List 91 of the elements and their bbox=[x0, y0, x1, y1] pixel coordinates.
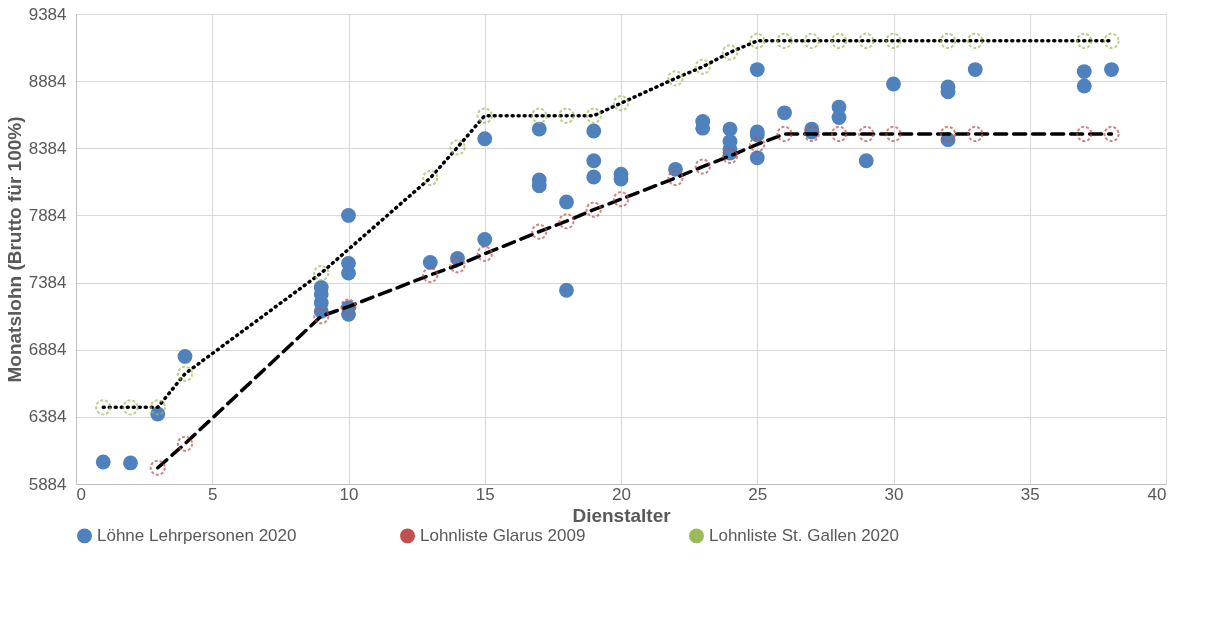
point bbox=[558, 107, 575, 124]
point bbox=[176, 435, 194, 452]
y-axis-title: Monatslohn (Brutto für 100%) bbox=[3, 116, 25, 383]
point bbox=[531, 223, 548, 240]
point bbox=[749, 136, 766, 153]
point bbox=[341, 208, 356, 223]
point bbox=[939, 125, 957, 142]
point bbox=[777, 105, 792, 121]
y-tick-label: 7384 bbox=[28, 273, 67, 293]
point bbox=[886, 76, 901, 92]
point bbox=[558, 213, 575, 230]
point bbox=[123, 455, 138, 471]
point bbox=[967, 62, 983, 77]
point bbox=[1076, 125, 1093, 142]
point bbox=[122, 399, 139, 416]
x-tick-label: 5 bbox=[208, 484, 218, 504]
point bbox=[1103, 125, 1120, 142]
point bbox=[422, 169, 439, 187]
x-tick-label: 0 bbox=[76, 484, 86, 504]
legend-label: Löhne Lehrpersonen 2020 bbox=[97, 525, 297, 545]
point bbox=[885, 32, 902, 49]
point bbox=[667, 169, 684, 187]
point bbox=[776, 32, 793, 49]
point bbox=[95, 399, 112, 416]
point bbox=[1076, 64, 1092, 80]
point bbox=[559, 194, 574, 210]
x-tick-label: 25 bbox=[748, 484, 768, 504]
point bbox=[694, 58, 711, 75]
point bbox=[858, 153, 874, 169]
y-tick-label: 6884 bbox=[28, 340, 67, 360]
y-tick-label: 8884 bbox=[28, 71, 67, 91]
y-tick-label: 6384 bbox=[28, 407, 67, 427]
point bbox=[422, 255, 438, 270]
point bbox=[1076, 78, 1092, 94]
x-axis-title: Dienstalter bbox=[572, 504, 672, 526]
x-tick-label: 35 bbox=[1020, 484, 1040, 504]
point bbox=[149, 459, 166, 476]
y-tick-label: 7884 bbox=[28, 205, 67, 225]
point bbox=[313, 308, 330, 325]
point bbox=[858, 32, 875, 49]
point bbox=[477, 131, 493, 147]
point bbox=[586, 169, 602, 185]
point bbox=[313, 264, 330, 282]
point bbox=[830, 32, 848, 49]
point bbox=[885, 125, 902, 142]
y-tick-label: 9384 bbox=[28, 4, 67, 24]
point bbox=[667, 70, 684, 87]
x-tick-label: 40 bbox=[1147, 484, 1167, 504]
point bbox=[476, 107, 493, 124]
point bbox=[585, 201, 602, 218]
point bbox=[694, 158, 711, 175]
point bbox=[586, 153, 602, 169]
point bbox=[95, 454, 111, 470]
y-tick-label: 5884 bbox=[28, 474, 67, 494]
point bbox=[612, 191, 630, 208]
legend-label: Lohnliste St. Gallen 2020 bbox=[709, 525, 899, 545]
point bbox=[149, 399, 166, 416]
point bbox=[477, 232, 493, 247]
point bbox=[586, 123, 602, 139]
point bbox=[749, 32, 766, 49]
point bbox=[721, 44, 739, 61]
point bbox=[967, 125, 984, 142]
point bbox=[449, 139, 466, 156]
point bbox=[177, 349, 193, 364]
x-tick-label: 10 bbox=[339, 484, 359, 504]
point bbox=[531, 121, 547, 137]
point bbox=[858, 125, 875, 142]
point bbox=[559, 282, 574, 298]
point bbox=[749, 62, 765, 77]
point bbox=[831, 110, 847, 125]
point bbox=[803, 32, 820, 49]
point bbox=[1076, 32, 1093, 49]
x-tick-label: 30 bbox=[884, 484, 904, 504]
point bbox=[749, 150, 765, 166]
point bbox=[476, 245, 493, 262]
point bbox=[176, 365, 194, 382]
point bbox=[422, 266, 439, 283]
point bbox=[612, 95, 630, 112]
point bbox=[449, 257, 466, 274]
point bbox=[531, 107, 548, 124]
x-tick-label: 15 bbox=[475, 484, 495, 504]
y-tick-label: 8384 bbox=[28, 138, 67, 158]
point bbox=[967, 32, 984, 49]
legend-label: Lohnliste Glarus 2009 bbox=[420, 525, 586, 545]
point bbox=[939, 32, 957, 49]
point bbox=[1103, 32, 1120, 49]
point bbox=[1104, 62, 1119, 77]
point bbox=[776, 125, 793, 142]
x-tick-label: 20 bbox=[612, 484, 631, 504]
point bbox=[585, 107, 602, 124]
point bbox=[830, 125, 848, 142]
